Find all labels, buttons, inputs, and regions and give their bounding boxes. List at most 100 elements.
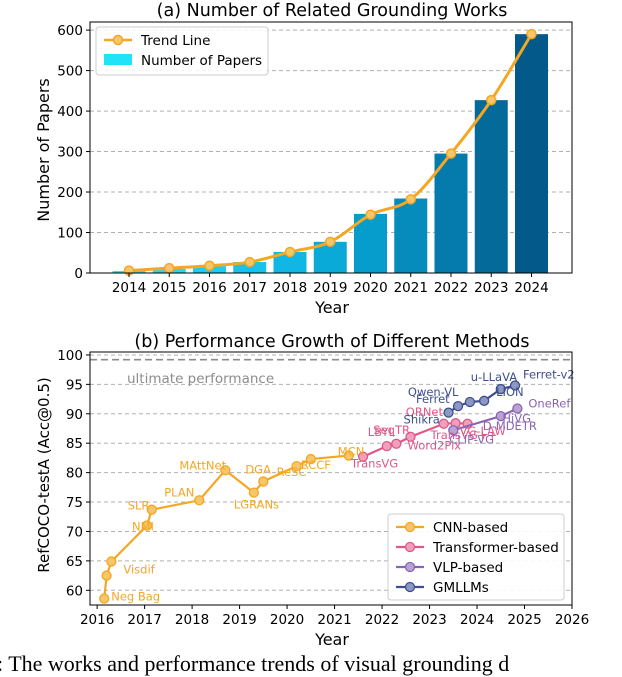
label-MCN: MCN (338, 445, 365, 459)
point-Qwen-VL (464, 396, 476, 408)
panel-b-xtick-label: 2023 (412, 612, 446, 628)
bar-2022 (434, 153, 468, 273)
point-Visdif (106, 556, 117, 567)
trend-point-2016 (204, 260, 215, 271)
label-Ferret: Ferret (416, 392, 450, 406)
panel-a-title: (a) Number of Related Grounding Works (157, 1, 508, 21)
panel-b-legend-box (387, 513, 565, 601)
panel-a-xtick-label: 2022 (434, 280, 468, 296)
point-Ferret-v2 (509, 380, 521, 391)
panel-a-chart: (a) Number of Related Grounding Works 0 1… (34, 1, 573, 317)
point-MCN (343, 450, 354, 461)
panel-b-ytick-label: 65 (66, 554, 83, 570)
panel-a-legend-box (95, 26, 269, 76)
panel-b-xtick-label: 2026 (555, 612, 589, 628)
panel-b-xtick-label: 2025 (507, 612, 541, 628)
trend-point-2015 (164, 262, 175, 274)
legend-label-CNN-based: CNN-based (433, 520, 508, 536)
trend-point-2019 (325, 236, 336, 248)
point-TransVG (357, 451, 369, 462)
point-D-MDETR (495, 410, 506, 422)
panel-b-xtick-label: 2017 (127, 612, 161, 628)
label-HiVG: HiVG (502, 411, 531, 425)
point-Ferret (452, 400, 464, 412)
legend-marker-CNN-based (404, 521, 416, 533)
point-u-LLaVA (495, 383, 506, 395)
legend-trend-line-marker (112, 34, 124, 46)
label-ReSC: ReSC (277, 465, 307, 479)
point-SeqTR (391, 438, 402, 449)
legend-label-VLP-based: VLP-based (433, 560, 503, 576)
label-DGA: DGA (245, 462, 271, 476)
label-CLIP-VG: CLIP-VG (449, 432, 494, 446)
label-Qwen-VL: Qwen-VL (408, 385, 459, 399)
panel-a-xtick-label: 2024 (514, 280, 548, 296)
panel-b-ytick-label: 70 (66, 524, 83, 540)
label-Shikra: Shikra (404, 413, 440, 427)
trend-point-2022 (445, 148, 457, 159)
label-Neg Bag: Neg Bag (111, 590, 160, 604)
label-LGRANs: LGRANs (234, 498, 279, 512)
legend-papers-swatch (104, 54, 132, 65)
panel-b-ytick-label: 60 (66, 583, 83, 599)
point-NMI (141, 520, 153, 531)
panel-a-ytick-label: 200 (57, 185, 83, 201)
panel-a-ytick-label: 500 (57, 64, 83, 80)
label-TransVG++: TransVG++ (430, 428, 497, 442)
panel-b-xtick-label: 2019 (222, 612, 256, 628)
panel-b-xtick-label: 2020 (270, 612, 304, 628)
panel-b-xtick-label: 2018 (175, 612, 209, 628)
panel-b-xtick-label: 2022 (365, 612, 399, 628)
panel-b-ytick-label: 90 (66, 407, 83, 423)
panel-a-xtick-label: 2014 (112, 280, 146, 296)
panel-b-ytick-label: 75 (66, 495, 83, 511)
legend-papers-label: Number of Papers (141, 53, 262, 69)
bar-2021 (394, 198, 428, 273)
point-RCCF (305, 453, 316, 465)
bar-2018 (273, 251, 307, 273)
panel-b-point-labels: Neg Bag Visdif NMI SLR PLAN MAttNet LGRANs DGA R… (111, 368, 574, 604)
panel-b-xlabel: Year (314, 630, 349, 649)
panel-a-axes: 0 100 200 300 400 500 600 2014 2015 2016 2017 2018 2… (57, 21, 573, 296)
label-LION: LION (496, 385, 523, 399)
legend-marker-VLP-based (404, 561, 416, 573)
panel-a-xlabel: Year (314, 298, 349, 317)
point-PLAN (194, 495, 205, 506)
panel-b-ytick-label: 100 (57, 348, 83, 364)
panel-b-chart: (b) Performance Growth of Different Meth… (35, 332, 589, 649)
legend-label-Transformer-based: Transformer-based (432, 540, 559, 556)
label-VG-LAW: VG-LAW (460, 424, 506, 438)
label-Visdif: Visdif (123, 562, 155, 576)
panel-b-xtick-label: 2016 (80, 612, 114, 628)
panel-a-legend: Trend Line Number of Papers (95, 26, 269, 76)
label-SLR: SLR (128, 499, 150, 513)
point-QRNet (438, 418, 449, 429)
point-DGA (258, 476, 269, 487)
label-QRNet: QRNet (406, 405, 444, 419)
ultimate-performance-label: ultimate performance (127, 371, 274, 387)
label-u-LLaVA: u-LLaVA (471, 370, 517, 384)
legend-label-GMLLMs: GMLLMs (433, 580, 489, 596)
panel-a-bars (112, 34, 548, 274)
bar-2024 (515, 34, 548, 274)
point-ReSC (291, 460, 302, 472)
label-Word2Pix: Word2Pix (408, 439, 462, 453)
panel-a-xtick-label: 2015 (152, 280, 186, 296)
label-Ferret-v2: Ferret-v2 (523, 368, 575, 382)
panel-b-ytick-label: 85 (66, 436, 83, 452)
label-SeqTR: SeqTR (373, 423, 410, 437)
point-Neg Bag (99, 593, 110, 604)
panel-b-axes: 60 65 70 75 80 85 90 95 100 2016 2017 2018 2019 2020 2… (57, 348, 589, 628)
bar-2020 (354, 213, 387, 273)
label-RCCF: RCCF (301, 458, 331, 472)
panel-b-reference-line: ultimate performance (90, 358, 572, 387)
panel-a-xtick-label: 2023 (474, 280, 508, 296)
label-PLAN: PLAN (164, 485, 194, 499)
point-MAttNet (220, 465, 231, 476)
panel-a-ytick-label: 400 (57, 104, 83, 120)
point-Word2Pix (405, 431, 416, 442)
point-SLR (146, 504, 157, 515)
point-LGRANs (248, 487, 259, 498)
trend-point-2021 (405, 194, 416, 205)
